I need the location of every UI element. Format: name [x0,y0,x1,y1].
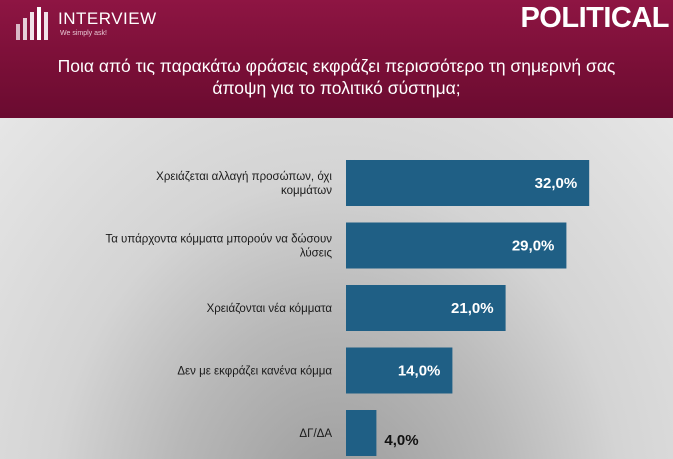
header-banner: INTERVIEW We simply ask! POLITICAL Ποια … [0,0,673,118]
value-label-4: 14,0% [398,363,441,380]
bar-5 [346,410,377,456]
brand-tagline: We simply ask! [60,30,107,37]
value-label-5: 4,0% [384,432,418,449]
bar-chart: Χρειάζεται αλλαγή προσώπων, όχι κομμάτων 3… [105,160,590,456]
category-label-2: Τα υπάρχοντα κόμματα μπορούν να δώσουν λύ… [105,234,332,260]
value-label-2: 29,0% [512,238,555,255]
category-label-4: Δεν με εκφράζει κανένα κόμμα [177,366,332,378]
brand-name: INTERVIEW [58,9,157,28]
category-label-3: Χρειάζονται νέα κόμματα [207,303,333,315]
category-label-1: Χρειάζεται αλλαγή προσώπων, όχι κομμάτων [156,171,332,197]
bar-1 [346,160,590,206]
political-badge: POLITICAL [520,2,669,34]
value-label-1: 32,0% [535,175,578,192]
survey-question: Ποια από τις παρακάτω φράσεις εκφράζει π… [57,56,616,98]
interview-logo: INTERVIEW We simply ask! [14,6,164,46]
chart-area: Χρειάζεται αλλαγή προσώπων, όχι κομμάτων 3… [0,118,673,459]
value-label-3: 21,0% [451,300,494,317]
bars-logo-icon [16,7,48,40]
bar-3 [346,285,506,331]
category-label-5: ΔΓ/ΔΑ [299,428,332,440]
bar-4 [346,347,453,394]
bar-2 [346,222,567,269]
